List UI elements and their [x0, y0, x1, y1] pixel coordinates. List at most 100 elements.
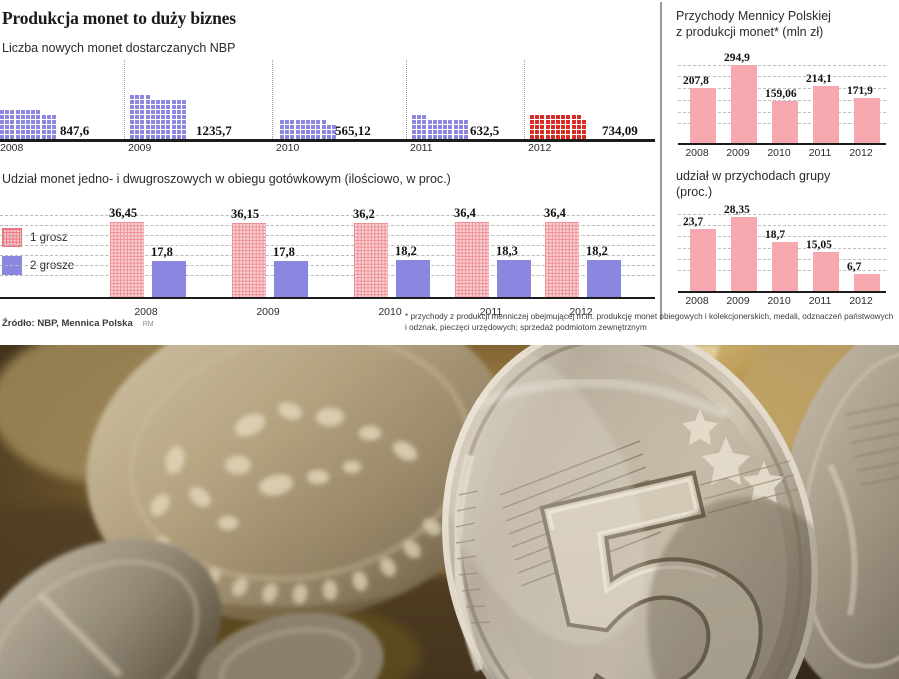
dot	[422, 120, 427, 124]
dot-block	[0, 109, 57, 139]
dot	[130, 125, 134, 129]
dot	[540, 135, 545, 139]
dot	[171, 120, 176, 124]
dot	[145, 110, 150, 114]
dot	[581, 125, 586, 129]
dot	[0, 120, 4, 124]
dot	[20, 125, 25, 129]
share-year-2010: 2010	[378, 306, 402, 318]
dot	[171, 125, 176, 129]
bar-2011-2grosze	[497, 259, 531, 297]
dot-row	[280, 119, 337, 124]
dot	[571, 120, 576, 124]
dot	[41, 125, 46, 129]
dot	[540, 125, 545, 129]
dot	[561, 115, 566, 119]
dot	[36, 135, 41, 139]
dot	[176, 105, 181, 109]
share-year-2011: 2011	[479, 306, 503, 318]
dot	[140, 125, 145, 129]
dot	[530, 125, 534, 129]
dot	[25, 110, 30, 114]
dot	[150, 130, 155, 134]
dotchart-separator	[124, 60, 125, 139]
dot	[140, 110, 145, 114]
dotchart-year-2010: 2010	[276, 142, 300, 154]
dot	[550, 130, 555, 134]
dot	[176, 135, 181, 139]
dot	[535, 120, 540, 124]
dot-row	[412, 129, 469, 134]
dot-row	[412, 119, 469, 124]
dotchart-separator	[272, 60, 273, 139]
dot	[566, 115, 571, 119]
share-gridline	[0, 265, 655, 266]
dot	[155, 105, 160, 109]
dot	[295, 135, 300, 139]
dot	[540, 115, 545, 119]
dot	[145, 115, 150, 119]
dot	[453, 130, 458, 134]
dot	[305, 135, 310, 139]
dot	[321, 130, 326, 134]
dot	[135, 115, 140, 119]
dot	[311, 130, 316, 134]
year-group-revenue-share-2009: 2009	[726, 295, 750, 307]
dot	[432, 130, 437, 134]
dot	[25, 120, 30, 124]
dot	[530, 115, 534, 119]
dot	[422, 115, 427, 119]
dot	[417, 125, 422, 129]
bar-value-mint-revenue-2008: 207,8	[683, 75, 709, 88]
dot	[331, 125, 336, 129]
dot	[51, 120, 56, 124]
dot-value-2010: 565,12	[335, 123, 371, 138]
dot	[412, 135, 416, 139]
year-mint-revenue-2009: 2009	[726, 147, 750, 159]
dot	[130, 110, 134, 114]
dot-row	[412, 124, 469, 129]
dot	[140, 130, 145, 134]
page-title: Produkcja monet to duży biznes	[2, 8, 236, 28]
bar-value-2012-1grosz: 36,4	[544, 206, 566, 221]
dot	[15, 110, 20, 114]
dot	[130, 120, 134, 124]
dot	[316, 125, 321, 129]
bar-2011-1grosz	[455, 222, 489, 297]
dot	[20, 110, 25, 114]
bar-group-revenue-share-2010	[772, 242, 798, 291]
dot	[145, 125, 150, 129]
gridline	[678, 214, 886, 216]
dot	[331, 130, 336, 134]
dot	[432, 135, 437, 139]
dot	[15, 120, 20, 124]
dot	[555, 115, 560, 119]
dot	[285, 125, 290, 129]
dot	[280, 125, 284, 129]
share-gridline	[0, 225, 655, 226]
bar-value-2012-2grosze: 18,2	[586, 243, 608, 258]
dot	[145, 105, 150, 109]
bar-2012-1grosz	[545, 222, 579, 297]
dot-block	[412, 114, 469, 139]
year-mint-revenue-2011: 2011	[808, 147, 832, 159]
dot	[145, 95, 150, 99]
dot	[31, 135, 36, 139]
dot	[448, 130, 453, 134]
bar-group-revenue-share-2008	[690, 229, 716, 291]
dot	[181, 130, 186, 134]
dot	[412, 130, 416, 134]
dot	[20, 135, 25, 139]
dot-row	[530, 119, 587, 124]
bar-mint-revenue-2008	[690, 88, 716, 143]
dot-row	[0, 134, 57, 139]
dot	[463, 120, 468, 124]
share-gridline	[0, 215, 655, 216]
bar-value-2008-1grosz: 36,45	[109, 206, 138, 221]
dot	[463, 125, 468, 129]
bar-value-2009-1grosz: 36,15	[231, 206, 260, 221]
coins-photo-svg	[0, 345, 899, 679]
dot	[41, 135, 46, 139]
dot	[453, 120, 458, 124]
dot	[561, 130, 566, 134]
